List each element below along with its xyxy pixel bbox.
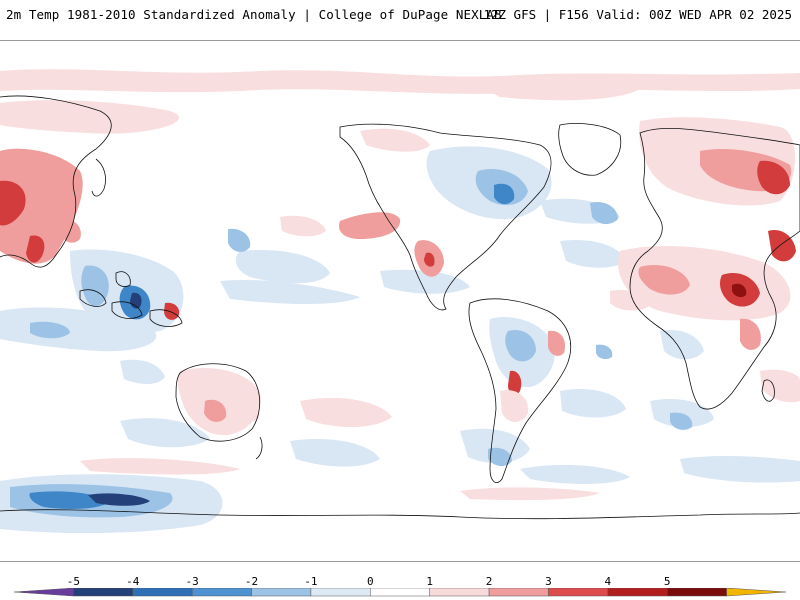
anomaly-map-svg bbox=[0, 69, 800, 534]
anomaly-map bbox=[0, 40, 800, 562]
colorbar-tick-label: -1 bbox=[304, 575, 318, 588]
colorbar-segment bbox=[488, 588, 549, 597]
colorbar-segment bbox=[191, 588, 252, 597]
colorbar-segment bbox=[607, 588, 668, 597]
colorbar-tick-label: 5 bbox=[663, 575, 671, 588]
colorbar-segment bbox=[132, 588, 193, 597]
colorbar-tick-label: -3 bbox=[185, 575, 199, 588]
colorbar-segment bbox=[251, 588, 312, 597]
colorbar-segment bbox=[666, 588, 727, 597]
header: 2m Temp 1981-2010 Standardized Anomaly |… bbox=[0, 0, 800, 32]
colorbar-segment bbox=[726, 588, 787, 597]
colorbar-segment bbox=[370, 588, 430, 597]
colorbar-tick-label: -5 bbox=[66, 575, 80, 588]
colorbar-segment bbox=[548, 588, 609, 597]
colorbar-tick-label: 3 bbox=[545, 575, 552, 588]
colorbar-tick-label: 0 bbox=[366, 575, 374, 588]
colorbar-tick-label: 1 bbox=[426, 575, 433, 588]
colorbar: -5 -4 -3 -2 -1 0 1 2 3 4 5 bbox=[0, 570, 800, 600]
anomaly-shading bbox=[0, 69, 800, 534]
coastlines bbox=[0, 95, 800, 520]
colorbar-tick-label: 2 bbox=[485, 575, 493, 588]
colorbar-segment bbox=[429, 588, 490, 597]
model-run-valid-time: 12Z GFS | F156 Valid: 00Z WED APR 02 202… bbox=[483, 7, 792, 22]
colorbar-tick-label: 4 bbox=[604, 575, 612, 588]
colorbar-tick-label: -4 bbox=[126, 575, 140, 588]
map-title: 2m Temp 1981-2010 Standardized Anomaly |… bbox=[6, 7, 502, 22]
colorbar-segment bbox=[310, 588, 371, 597]
colorbar-segment bbox=[13, 588, 74, 597]
colorbar-scale bbox=[13, 588, 787, 597]
colorbar-tick-label: -2 bbox=[244, 575, 259, 588]
colorbar-segment bbox=[73, 588, 134, 597]
